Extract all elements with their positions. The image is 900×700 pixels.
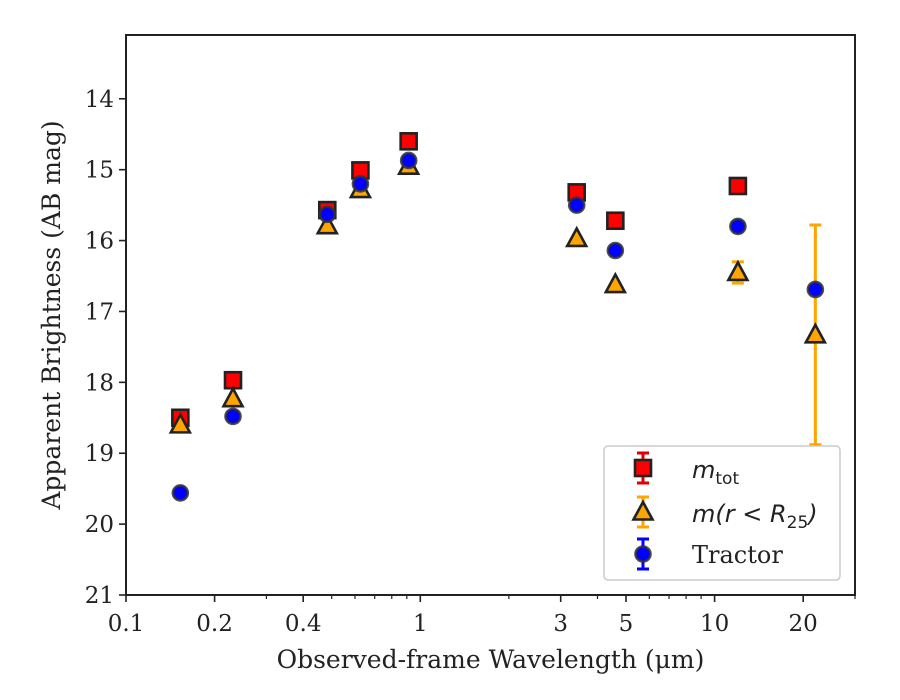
y-tick-label: 20 xyxy=(85,512,114,538)
point-m-tot xyxy=(606,211,625,231)
legend-marker-tractor xyxy=(634,545,652,563)
data-markers xyxy=(168,132,828,502)
plot-frame xyxy=(125,34,856,596)
point-m-r25 xyxy=(603,271,628,294)
point-tractor xyxy=(224,407,242,426)
x-tick-label: 1 xyxy=(413,611,428,637)
legend-markers xyxy=(631,451,655,571)
point-m-r25 xyxy=(221,385,245,408)
y-tick-label: 19 xyxy=(85,441,114,467)
y-tick-label: 16 xyxy=(85,229,114,255)
x-tick-label: 0.4 xyxy=(285,611,322,637)
axis-ticks: 0.1 0.2 0.4 1 3 5 10 20 14 15 16 17 18 19 20 21 xyxy=(85,87,856,637)
legend-label-m-tot: mtot xyxy=(692,456,739,489)
point-m-tot xyxy=(223,370,243,390)
legend-box xyxy=(603,445,841,581)
point-m-r25 xyxy=(726,259,750,282)
y-tick-label: 18 xyxy=(85,370,114,396)
y-tick-label: 17 xyxy=(85,299,114,325)
point-tractor xyxy=(351,175,370,193)
point-m-r25 xyxy=(565,225,589,248)
legend-marker-m-r25 xyxy=(631,499,655,521)
y-tick-label: 21 xyxy=(85,583,114,609)
point-m-tot xyxy=(399,132,418,151)
point-m-tot xyxy=(728,176,748,196)
x-tick-label: 20 xyxy=(789,611,818,637)
legend-marker-m-tot xyxy=(633,458,653,478)
point-m-r25 xyxy=(168,412,193,434)
point-tractor xyxy=(318,205,337,224)
y-tick-label: 14 xyxy=(85,87,114,113)
y-axis-title: Apparent Brightness (AB mag) xyxy=(37,120,66,510)
legend-label-tractor: Tractor xyxy=(692,541,783,569)
point-m-r25 xyxy=(315,212,339,235)
x-tick-label: 0.1 xyxy=(108,611,145,637)
y-tick-label: 15 xyxy=(85,158,114,184)
legend-label-m-r25: m(r < R25) xyxy=(692,500,818,533)
x-tick-label: 10 xyxy=(700,611,729,637)
point-m-r25 xyxy=(803,322,828,344)
point-tractor xyxy=(729,217,747,236)
point-tractor xyxy=(567,196,586,214)
x-tick-label: 3 xyxy=(553,611,568,637)
x-axis-title: Observed-frame Wavelength (μm) xyxy=(277,645,705,674)
point-tractor xyxy=(606,241,625,260)
x-tick-label: 5 xyxy=(619,611,634,637)
legend: mtot m(r < R25) Tractor xyxy=(603,445,841,581)
x-tick-label: 0.2 xyxy=(196,611,233,637)
point-tractor xyxy=(171,484,190,502)
point-tractor xyxy=(806,280,825,299)
point-tractor xyxy=(399,151,418,170)
